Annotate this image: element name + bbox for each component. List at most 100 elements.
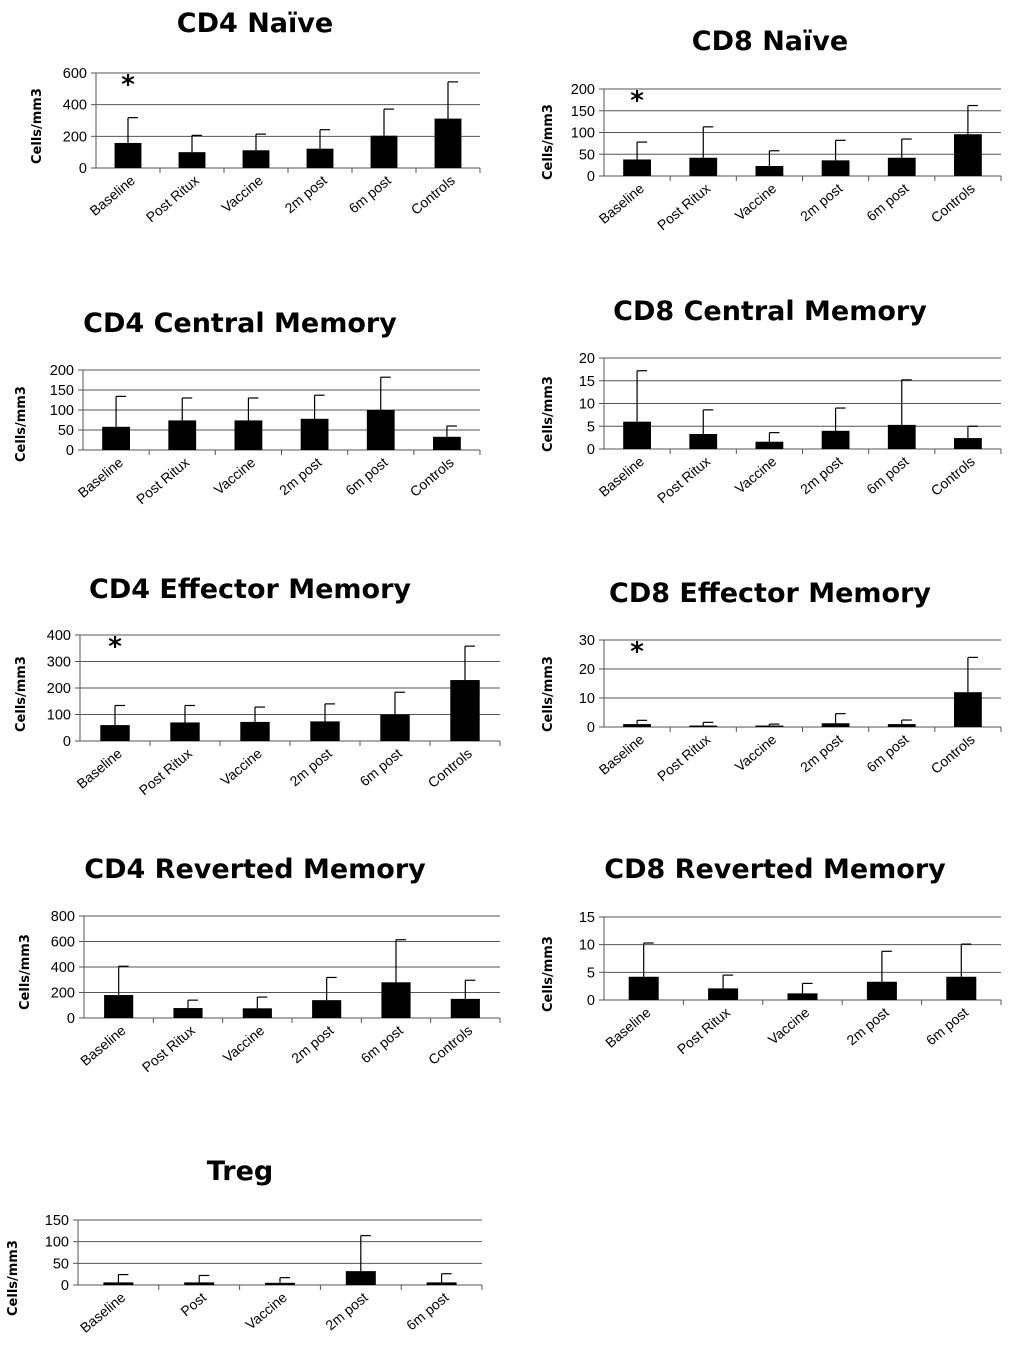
panel-cd4-reverted-memory: CD4 Reverted Memory Cells/mm3 0 200 400 600… xyxy=(0,850,501,1110)
x-category-label: 6m post xyxy=(342,454,391,498)
bar xyxy=(242,1008,272,1018)
x-category-label: 2m post xyxy=(797,731,846,775)
y-tick-label: 100 xyxy=(50,403,74,419)
x-category-label: Controls xyxy=(928,180,978,226)
bar xyxy=(104,995,134,1018)
x-category-label: Vaccine xyxy=(732,453,780,497)
bar xyxy=(345,1271,376,1285)
x-category-label: 2m post xyxy=(797,180,846,224)
bar xyxy=(623,724,651,727)
y-tick-label: 15 xyxy=(579,374,595,390)
panel-cd4-effector-memory: CD4 Effector Memory Cells/mm3 0 100 200 300… xyxy=(0,560,501,830)
x-category-label: Vaccine xyxy=(732,731,780,775)
y-tick-label: 0 xyxy=(66,443,74,459)
x-category-label: Baseline xyxy=(602,1004,654,1051)
bar xyxy=(100,725,130,741)
chart-svg: 0 100 200 300 400 * Baseline Post Ritux Vaccine 2… xyxy=(47,628,501,798)
bar xyxy=(426,1282,457,1285)
bar xyxy=(433,436,461,450)
x-category-label: 6m post xyxy=(345,172,394,216)
bar xyxy=(178,152,206,168)
y-tick-label: 0 xyxy=(587,169,595,185)
y-tick-label: 5 xyxy=(587,419,595,435)
bar xyxy=(954,134,982,176)
y-tick-label: 10 xyxy=(579,397,595,413)
x-category-label: Post Ritux xyxy=(136,745,195,798)
bar xyxy=(173,1008,203,1018)
bar xyxy=(234,420,263,450)
x-category-label: Baseline xyxy=(596,453,648,500)
x-category-label: 2m post xyxy=(286,745,335,789)
y-tick-label: 50 xyxy=(58,423,74,439)
bar xyxy=(168,420,197,450)
bar xyxy=(887,424,916,449)
x-category-label: Baseline xyxy=(596,180,648,227)
bar xyxy=(821,723,850,727)
x-category-label: 6m post xyxy=(863,453,912,497)
bar xyxy=(821,430,850,449)
panel-cd4-central-memory: CD4 Central Memory Cells/mm3 0 50 100 150 20… xyxy=(0,290,500,540)
chart-svg: 0 200 400 600 * Baseline Post Ritux Vaccine 2m p… xyxy=(63,66,481,225)
bar xyxy=(310,721,340,741)
bar xyxy=(787,993,818,1000)
chart-svg: 0 50 100 150 200 * Baseline Post Ritux Vaccine 2m… xyxy=(571,82,1002,233)
bar xyxy=(755,165,784,176)
x-category-label: Baseline xyxy=(77,1022,129,1069)
x-category-label: Vaccine xyxy=(732,180,780,224)
bar xyxy=(821,160,850,176)
x-category-label: Vaccine xyxy=(765,1004,813,1048)
x-category-label: 6m post xyxy=(863,731,912,775)
bar xyxy=(306,148,334,168)
panel-cd4-naive: CD4 Naïve Cells/mm3 0 200 400 600 * Baseline P… xyxy=(10,0,490,270)
panel-cd8-effector-memory: CD8 Effector Memory Cells/mm3 0 10 20 30 * Ba… xyxy=(535,560,1005,830)
x-category-label: Post Ritux xyxy=(143,172,202,225)
bar xyxy=(623,159,651,176)
x-category-label: 2m post xyxy=(843,1004,892,1048)
bar xyxy=(103,1282,134,1285)
bar xyxy=(450,680,480,741)
y-tick-label: 0 xyxy=(587,720,595,736)
bar xyxy=(102,426,130,450)
x-category-label: 2m post xyxy=(281,172,330,216)
chart-svg: 0 5 10 15 20 Baseline Post Ritux Vaccine 2m post… xyxy=(579,351,1002,506)
x-category-label: 2m post xyxy=(322,1289,371,1333)
bar xyxy=(708,988,739,1000)
bar xyxy=(887,724,916,727)
x-category-label: 6m post xyxy=(923,1004,972,1048)
chart-title: CD4 Effector Memory xyxy=(89,574,411,605)
bar xyxy=(689,433,718,449)
y-tick-label: 50 xyxy=(53,1256,69,1272)
bar xyxy=(946,976,977,1000)
bar xyxy=(300,418,329,450)
bar xyxy=(380,714,410,741)
bar xyxy=(623,421,651,449)
x-category-label: 2m post xyxy=(276,454,325,498)
bar xyxy=(312,1000,342,1018)
bar xyxy=(370,135,398,168)
bar xyxy=(240,721,270,741)
x-category-label: Baseline xyxy=(87,172,139,219)
y-tick-label: 30 xyxy=(579,633,595,649)
bar xyxy=(381,982,411,1018)
panel-cd8-central-memory: CD8 Central Memory Cells/mm3 0 5 10 15 20 Bas… xyxy=(535,290,1005,540)
chart-svg: 0 5 10 15 Baseline Post Ritux Vaccine 2m post 6m… xyxy=(579,910,1002,1057)
x-category-label: Post Ritux xyxy=(674,1004,733,1057)
y-tick-label: 200 xyxy=(571,82,595,98)
bar xyxy=(114,142,142,168)
x-category-label: 6m post xyxy=(357,1022,406,1066)
x-category-label: Baseline xyxy=(75,454,127,501)
bar xyxy=(954,438,982,449)
y-tick-label: 100 xyxy=(571,126,595,142)
bar xyxy=(755,725,784,727)
bar xyxy=(265,1282,295,1285)
x-category-label: Post Ritux xyxy=(654,453,713,506)
x-category-label: Controls xyxy=(928,453,978,499)
chart-svg: 0 200 400 600 800 Baseline Post Ritux Vaccine 2m… xyxy=(51,909,501,1075)
bar xyxy=(184,1282,215,1285)
y-tick-label: 200 xyxy=(47,681,71,697)
chart-svg: 0 50 100 150 Baseline Post Vaccine 2m post 6m po… xyxy=(45,1213,483,1336)
y-tick-label: 20 xyxy=(579,351,595,367)
panel-cd8-reverted-memory: CD8 Reverted Memory Cells/mm3 0 5 10 15 Base… xyxy=(535,850,1005,1110)
x-category-label: Controls xyxy=(425,1022,475,1068)
y-tick-label: 5 xyxy=(587,965,595,981)
